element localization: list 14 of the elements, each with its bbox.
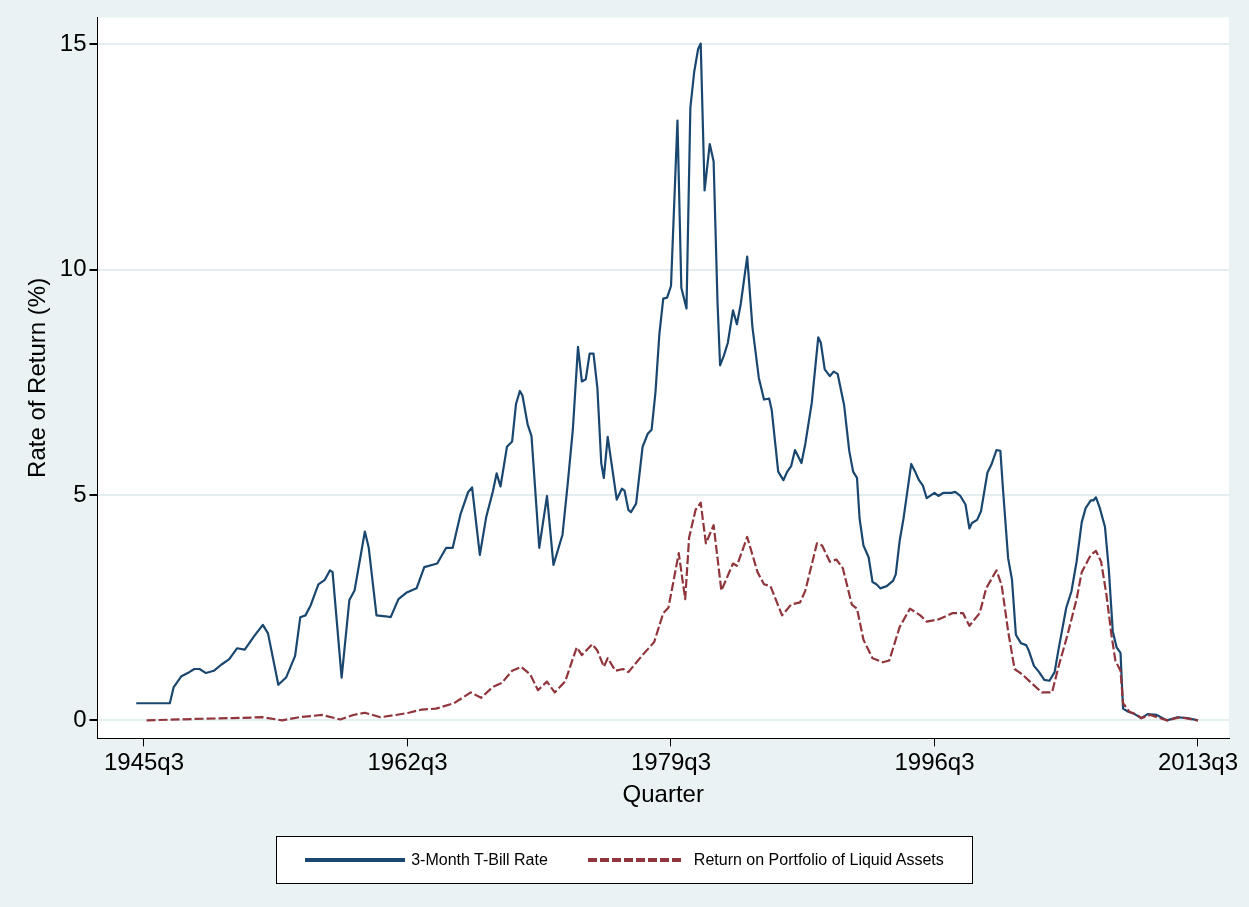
- legend-label: 3-Month T-Bill Rate: [411, 851, 548, 869]
- y-tick-label: 10: [59, 254, 87, 282]
- x-axis-title: Quarter: [622, 780, 704, 808]
- x-tick-label: 1996q3: [894, 748, 975, 776]
- line-series: [145, 501, 1200, 722]
- x-tick-label: 2013q3: [1157, 748, 1239, 776]
- x-tick-label: 1979q3: [630, 748, 712, 776]
- y-tick-label: 0: [73, 705, 87, 732]
- y-axis-title: Rate of Return (%): [23, 277, 51, 478]
- y-tick-label: 5: [73, 479, 87, 507]
- x-tick-label: 1945q3: [103, 748, 185, 776]
- y-tick-label: 15: [59, 29, 87, 57]
- legend-label: Return on Portfolio of Liquid Assets: [693, 851, 944, 869]
- x-tick-label: 1962q3: [367, 748, 448, 776]
